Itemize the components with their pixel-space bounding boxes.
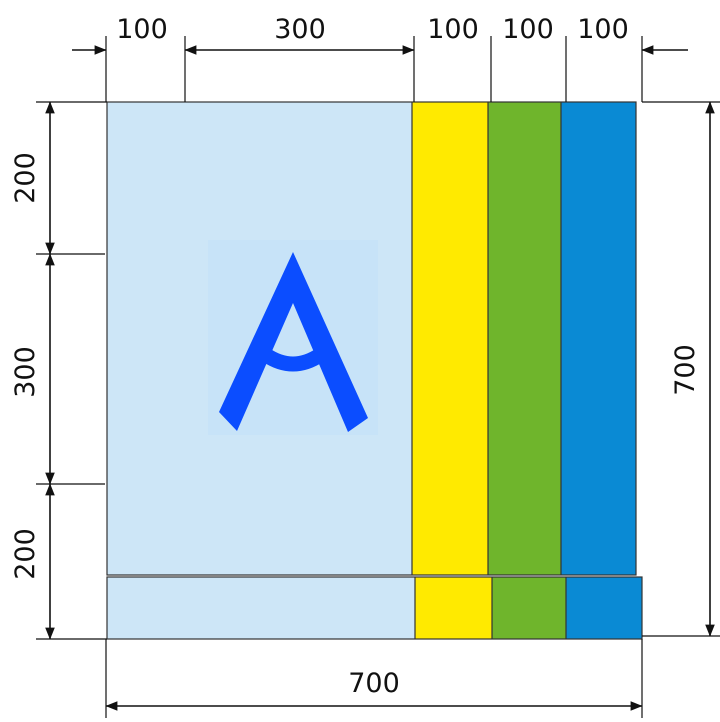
logo-a-shape	[219, 252, 368, 432]
bottom-light-blue	[107, 577, 415, 639]
bottom-strip	[106, 576, 643, 640]
top-dim-label-4: 100	[502, 14, 554, 45]
bottom-strip-border	[106, 576, 643, 640]
right-dim-label: 700	[670, 344, 701, 396]
top-dim-label-1: 100	[116, 14, 168, 45]
top-dim-label-2: 300	[274, 14, 326, 45]
bottom-blue	[566, 577, 642, 639]
top-dimensions: 100 300 100 100 100	[72, 14, 688, 55]
bottom-dimension: 700	[105, 668, 643, 711]
main-panel-border	[106, 101, 637, 576]
bottom-green	[492, 577, 566, 639]
left-dim-label-2: 300	[10, 346, 41, 398]
logo-letter-a	[208, 240, 378, 435]
green-strip	[488, 102, 561, 575]
logo-a-crossbar	[261, 348, 325, 372]
top-dim-label-3: 100	[427, 14, 479, 45]
blue-strip	[561, 102, 636, 575]
left-dim-label-3: 200	[10, 528, 41, 580]
bottom-dim-label: 700	[348, 668, 400, 699]
yellow-strip	[412, 102, 488, 575]
bottom-yellow	[415, 577, 492, 639]
left-dimensions: 200 300 200	[10, 101, 55, 640]
left-dim-label-1: 200	[10, 152, 41, 204]
right-dimension: 700	[670, 101, 715, 637]
top-dim-label-5: 100	[577, 14, 629, 45]
